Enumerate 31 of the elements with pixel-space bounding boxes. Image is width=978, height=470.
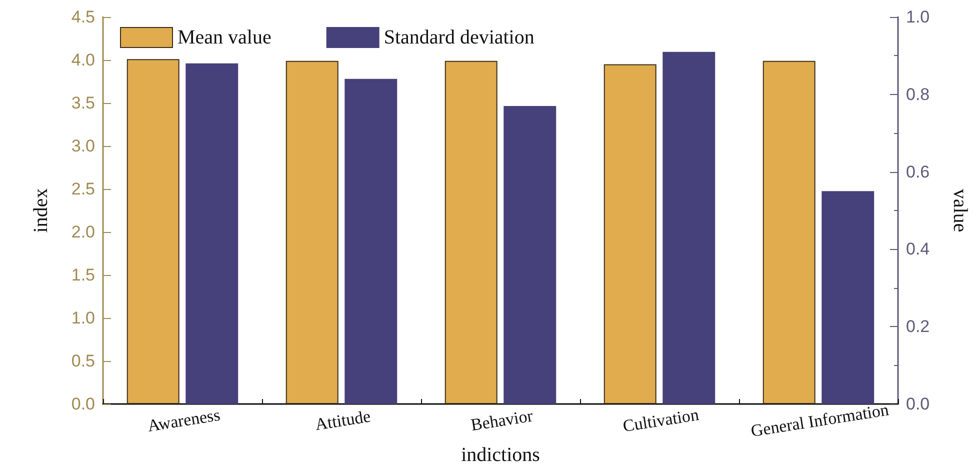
x-tick-label: General Information [750, 400, 891, 441]
bar [344, 78, 398, 404]
y2-tick-label: 1.0 [906, 8, 930, 26]
y2-tick-label: 0.6 [906, 162, 930, 182]
y2-tick-label: 0.2 [906, 317, 930, 336]
bar [186, 63, 238, 404]
x-tick-label: Cultivation [622, 404, 701, 436]
y-axis-title: index [30, 188, 52, 233]
x-tick-label: Behavior [470, 406, 534, 435]
y-tick-label: 3.0 [71, 136, 95, 156]
bar [504, 106, 556, 404]
x-tick-label: Attitude [314, 406, 372, 434]
y-tick-label: 1.0 [71, 308, 95, 328]
y2-tick-label: 0.0 [906, 394, 930, 414]
legend-label: Mean value [178, 26, 272, 48]
y2-tick-label: 0.8 [906, 84, 930, 104]
x-axis-title: indictions [461, 444, 540, 466]
y-tick-label: 3.5 [71, 93, 95, 112]
y-tick-label: 4.5 [71, 8, 95, 26]
x-tick-label: Awareness [146, 405, 222, 436]
y-tick-label: 4.0 [71, 50, 95, 70]
y-tick-label: 0.5 [71, 351, 95, 370]
y-tick-label: 1.5 [71, 265, 95, 284]
bar [662, 52, 716, 404]
y-tick-label: 2.0 [71, 222, 95, 242]
legend-label: Standard deviation [384, 26, 534, 48]
y-tick-label: 0.0 [71, 394, 95, 414]
bar [822, 191, 874, 404]
y2-axis-title: value [949, 188, 971, 232]
y-tick-label: 2.5 [71, 179, 95, 198]
y2-tick-label: 0.4 [906, 240, 930, 259]
